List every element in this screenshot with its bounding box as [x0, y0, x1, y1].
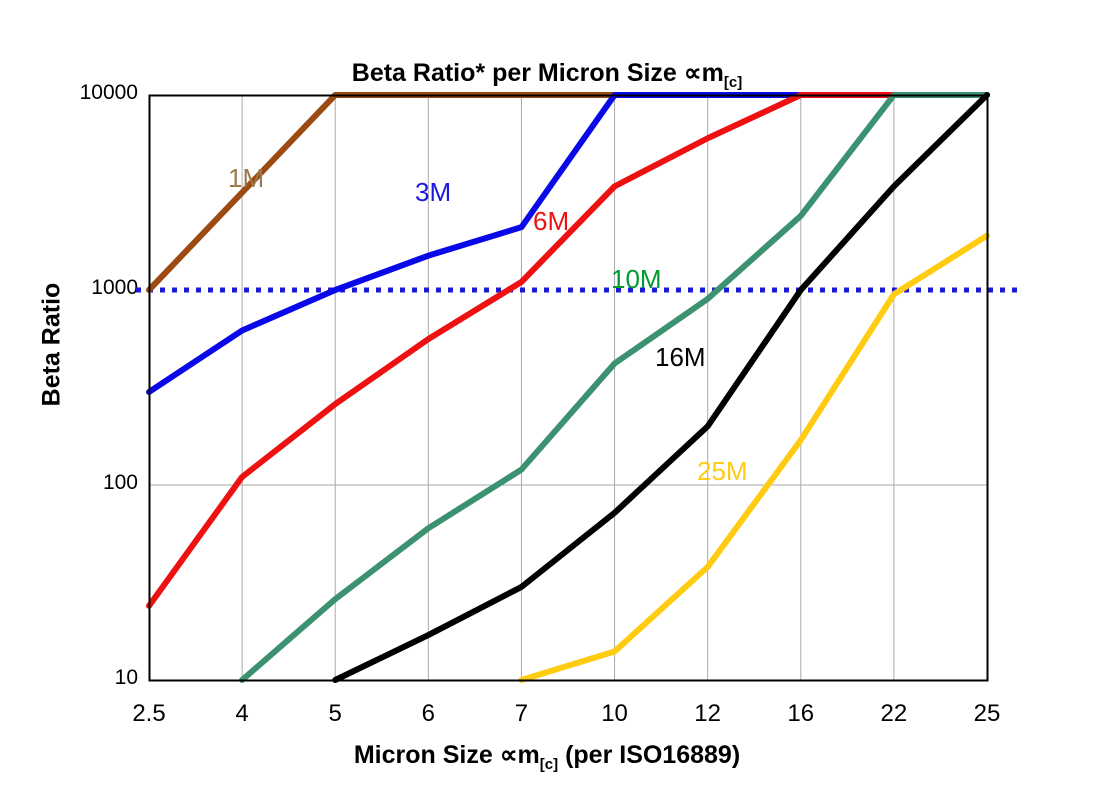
- x-tick-label: 5: [328, 700, 342, 727]
- x-axis-title-subscript: [c]: [539, 756, 559, 773]
- chart-title: Beta Ratio* per Micron Size ∝m[c]: [0, 58, 1094, 91]
- series-label-25m: 25M: [697, 456, 748, 486]
- y-tick-label: 10: [114, 666, 138, 689]
- x-tick-label: 16: [787, 700, 815, 727]
- x-axis-tick-labels: 2.5 4 5 6 7 10 12 16 22 25: [0, 700, 1094, 734]
- series-line-16m: [332, 92, 990, 683]
- x-axis-title: Micron Size ∝m[c] (per ISO16889): [0, 740, 1094, 773]
- gridlines: [149, 95, 987, 680]
- series-lines: [146, 92, 990, 683]
- x-tick-label: 12: [694, 700, 721, 727]
- y-tick-label: 100: [102, 471, 138, 494]
- series-line-1m: [146, 92, 990, 293]
- y-axis-tick-labels: 10000 1000 100 10: [10, 0, 138, 788]
- x-tick-label: 2.5: [132, 700, 166, 727]
- series-line-6m: [146, 92, 990, 609]
- x-tick-label: 7: [514, 700, 529, 727]
- series-label-6m: 6M: [533, 206, 570, 236]
- plot-border: [148, 94, 989, 682]
- series-label-1m: 1M: [228, 163, 265, 193]
- x-tick-label: 22: [880, 700, 908, 727]
- x-tick-label: 10: [601, 700, 628, 727]
- series-label-3m: 3M: [415, 177, 452, 207]
- series-line-10m: [239, 92, 990, 683]
- x-tick-label: 4: [235, 700, 249, 727]
- x-axis-title-main: Micron Size ∝m: [353, 741, 540, 769]
- chart-title-subscript: [c]: [723, 74, 743, 91]
- x-tick-label: 25: [973, 700, 1001, 727]
- x-tick-label: 6: [421, 700, 435, 727]
- series-line-25m: [518, 232, 990, 683]
- chart-title-main: Beta Ratio* per Micron Size ∝m: [351, 59, 724, 87]
- series-label-16m: 16M: [655, 342, 706, 372]
- y-tick-label: 10000: [79, 81, 138, 104]
- x-axis-title-tail: (per ISO16889): [558, 741, 741, 769]
- series-label-10m: 10M: [611, 264, 662, 294]
- y-tick-label: 1000: [91, 276, 138, 299]
